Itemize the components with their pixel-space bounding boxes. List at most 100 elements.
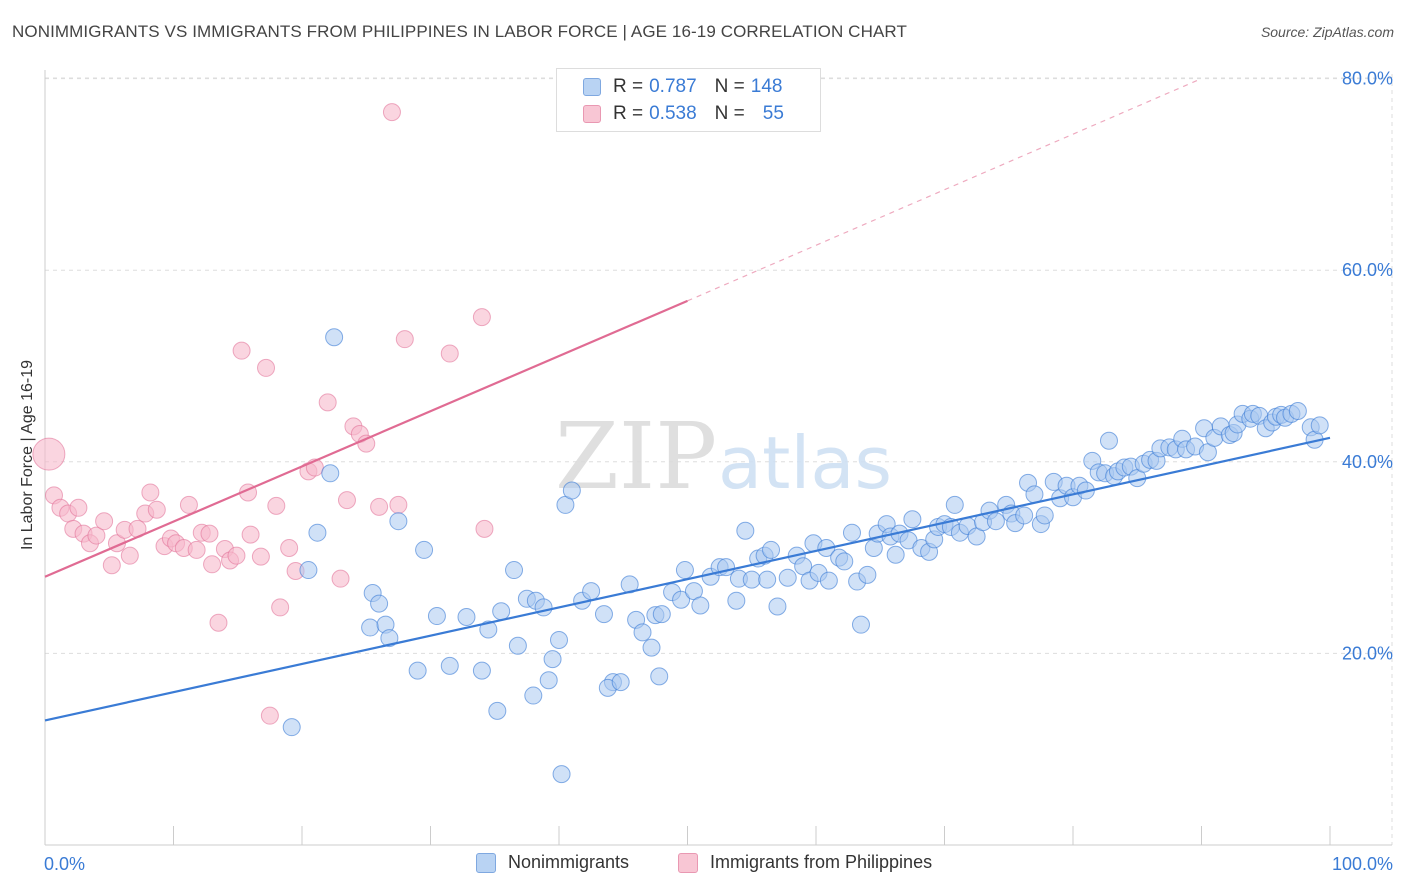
data-point-immigrants xyxy=(475,519,494,538)
data-point-immigrants xyxy=(251,547,270,566)
data-point-nonimmigrants xyxy=(370,594,389,613)
data-point-immigrants xyxy=(440,344,459,363)
legend-swatch-blue xyxy=(583,78,601,96)
data-point-nonimmigrants xyxy=(945,495,964,514)
data-point-nonimmigrants xyxy=(691,596,710,615)
data-point-nonimmigrants xyxy=(282,718,301,737)
data-point-nonimmigrants xyxy=(389,512,408,531)
data-point-nonimmigrants xyxy=(325,328,344,347)
y-axis-label: In Labor Force | Age 16-19 xyxy=(19,359,36,551)
grid-lines xyxy=(45,74,1393,845)
data-point-nonimmigrants xyxy=(727,591,746,610)
data-point-nonimmigrants xyxy=(582,582,601,601)
chart-title: NONIMMIGRANTS VS IMMIGRANTS FROM PHILIPP… xyxy=(12,22,907,41)
trend-line-immigrants-extension xyxy=(687,78,1202,302)
data-point-nonimmigrants xyxy=(1025,485,1044,504)
data-point-immigrants xyxy=(203,555,222,574)
data-point-immigrants xyxy=(147,500,166,519)
correlation-legend: R = 0.787 N = 148 R = 0.538 N = 55 xyxy=(556,68,821,132)
data-point-immigrants xyxy=(337,491,356,510)
series-legend: Nonimmigrants Immigrants from Philippine… xyxy=(0,852,1406,876)
data-point-nonimmigrants xyxy=(380,629,399,648)
trend-line-immigrants xyxy=(44,299,688,578)
trend-lines xyxy=(44,78,1331,722)
data-point-nonimmigrants xyxy=(524,686,543,705)
data-point-immigrants xyxy=(241,525,260,544)
data-point-immigrants xyxy=(260,706,279,725)
data-point-immigrants xyxy=(120,546,139,565)
x-tick-label-min: 0.0% xyxy=(44,854,85,874)
legend-r-label: R = xyxy=(613,76,644,97)
data-point-immigrants xyxy=(187,540,206,559)
data-point-nonimmigrants xyxy=(1099,431,1118,450)
data-point-immigrants xyxy=(32,437,66,471)
data-point-nonimmigrants xyxy=(505,561,524,580)
data-point-immigrants xyxy=(370,497,389,516)
legend-row-immigrants: R = 0.538 N = 55 xyxy=(583,102,784,126)
data-point-nonimmigrants xyxy=(762,540,781,559)
data-point-nonimmigrants xyxy=(479,620,498,639)
data-point-nonimmigrants xyxy=(550,630,568,649)
nonimmigrants-points xyxy=(282,328,1329,784)
data-point-nonimmigrants xyxy=(539,671,558,690)
data-point-nonimmigrants xyxy=(986,512,1005,531)
legend-item-immigrants: Immigrants from Philippines xyxy=(678,852,932,873)
data-point-nonimmigrants xyxy=(650,667,669,686)
watermark-zip: ZIP xyxy=(555,403,717,510)
data-point-immigrants xyxy=(382,103,401,122)
data-point-nonimmigrants xyxy=(903,510,922,529)
legend-label-immigrants: Immigrants from Philippines xyxy=(710,852,933,872)
data-point-nonimmigrants xyxy=(594,605,613,624)
data-point-nonimmigrants xyxy=(457,607,476,626)
data-point-immigrants xyxy=(318,393,337,412)
data-point-nonimmigrants xyxy=(1288,402,1307,421)
legend-label-nonimmigrants: Nonimmigrants xyxy=(508,852,630,872)
legend-row-nonimmigrants: R = 0.787 N = 148 xyxy=(583,75,782,99)
data-point-immigrants xyxy=(227,546,246,565)
data-point-immigrants xyxy=(472,308,491,327)
y-tick-label: 20.0% xyxy=(1342,643,1393,663)
data-point-nonimmigrants xyxy=(472,661,491,680)
data-point-nonimmigrants xyxy=(508,636,527,655)
data-point-nonimmigrants xyxy=(562,481,581,500)
watermark: ZIP atlas xyxy=(555,403,892,510)
data-point-immigrants xyxy=(232,341,251,360)
data-point-immigrants xyxy=(200,524,219,543)
data-point-nonimmigrants xyxy=(1015,506,1034,525)
data-point-immigrants xyxy=(257,358,276,377)
data-point-nonimmigrants xyxy=(835,552,854,571)
data-point-nonimmigrants xyxy=(819,571,838,590)
data-point-nonimmigrants xyxy=(736,521,755,540)
data-point-nonimmigrants xyxy=(427,607,446,626)
data-point-nonimmigrants xyxy=(492,602,511,621)
legend-n-label: N = xyxy=(714,76,745,97)
x-tick-label-max: 100.0% xyxy=(1332,854,1393,874)
data-point-immigrants xyxy=(209,613,228,632)
data-point-immigrants xyxy=(389,495,408,514)
data-point-nonimmigrants xyxy=(778,568,797,587)
data-point-nonimmigrants xyxy=(851,615,870,634)
data-point-nonimmigrants xyxy=(488,701,507,720)
data-point-immigrants xyxy=(95,512,114,531)
legend-item-nonimmigrants: Nonimmigrants xyxy=(476,852,629,873)
data-point-nonimmigrants xyxy=(886,545,905,564)
data-point-nonimmigrants xyxy=(742,570,761,589)
data-point-nonimmigrants xyxy=(308,523,327,542)
data-point-nonimmigrants xyxy=(672,590,691,609)
data-point-nonimmigrants xyxy=(842,523,861,542)
data-point-nonimmigrants xyxy=(415,540,434,559)
data-point-nonimmigrants xyxy=(543,650,562,669)
data-point-immigrants xyxy=(395,330,414,349)
legend-n-value: 148 xyxy=(750,76,783,97)
data-point-nonimmigrants xyxy=(642,638,661,657)
trend-line-nonimmigrants xyxy=(44,436,1331,722)
y-tick-label: 60.0% xyxy=(1342,260,1393,280)
data-point-nonimmigrants xyxy=(408,661,427,680)
data-point-nonimmigrants xyxy=(1310,416,1329,435)
immigrants-points xyxy=(32,103,494,725)
y-tick-label: 40.0% xyxy=(1342,452,1393,472)
legend-r-value: 0.538 xyxy=(649,103,697,124)
data-point-nonimmigrants xyxy=(768,597,787,616)
data-point-nonimmigrants xyxy=(1035,506,1054,525)
